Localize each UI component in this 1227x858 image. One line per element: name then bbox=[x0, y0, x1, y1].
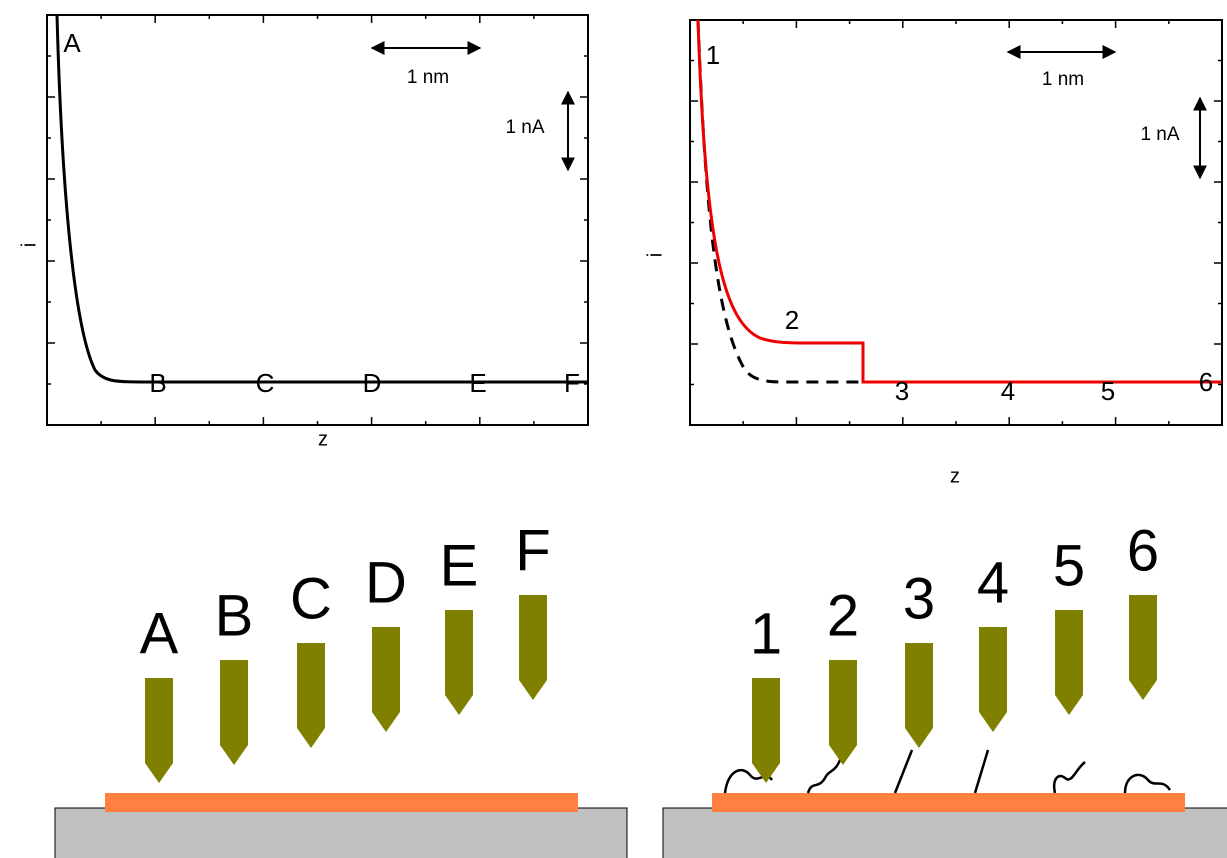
point-label: 6 bbox=[1199, 367, 1213, 397]
plot-frame bbox=[689, 19, 1223, 426]
tip-label: D bbox=[365, 550, 407, 615]
reference-curve bbox=[696, 19, 1222, 384]
y-axis-label: i bbox=[18, 243, 40, 247]
molecule bbox=[1123, 773, 1172, 794]
x-axis-label: z bbox=[318, 428, 328, 450]
stm-tip bbox=[145, 678, 173, 783]
point-label: B bbox=[149, 368, 166, 398]
stm-tip bbox=[1055, 610, 1083, 715]
tip-label: A bbox=[140, 601, 179, 666]
tip-label: C bbox=[290, 566, 332, 631]
tip-label: B bbox=[215, 583, 254, 648]
molecule bbox=[806, 754, 844, 794]
stm-tip bbox=[519, 595, 547, 700]
tip-label: 3 bbox=[903, 566, 935, 631]
tip-label: E bbox=[440, 533, 479, 598]
point-label: C bbox=[256, 368, 275, 398]
stm-tip bbox=[297, 643, 325, 748]
left-plot: 1 nm 1 nA i z bbox=[18, 14, 589, 450]
scale-label: 1 nA bbox=[1140, 124, 1179, 145]
point-label: F bbox=[564, 368, 580, 398]
stm-tip bbox=[752, 678, 780, 783]
tip-label: 4 bbox=[977, 550, 1009, 615]
current-curve bbox=[55, 14, 588, 384]
molecule bbox=[893, 749, 914, 794]
stm-tip bbox=[979, 627, 1007, 732]
point-label: A bbox=[63, 28, 81, 58]
y-axis-label: i bbox=[644, 253, 666, 257]
stm-tip bbox=[445, 610, 473, 715]
scale-label: 1 nm bbox=[407, 67, 449, 88]
tip-label: 1 bbox=[750, 601, 782, 666]
stm-tip bbox=[905, 643, 933, 748]
point-label: D bbox=[363, 368, 382, 398]
point-label: 2 bbox=[785, 305, 799, 335]
molecule bbox=[973, 749, 990, 794]
stm-tip bbox=[372, 627, 400, 732]
surface-layer bbox=[712, 793, 1185, 812]
x-axis-label: z bbox=[950, 465, 960, 487]
scale-label: 1 nm bbox=[1042, 69, 1084, 90]
scale-label: 1 nA bbox=[505, 117, 544, 138]
substrate bbox=[662, 807, 1227, 858]
current-curve bbox=[696, 19, 1222, 384]
right-plot: 1 nm 1 nA i z bbox=[644, 19, 1223, 487]
substrate bbox=[54, 807, 628, 858]
point-label: 3 bbox=[895, 376, 909, 406]
point-label: 1 bbox=[706, 40, 720, 70]
tip-label: 6 bbox=[1127, 518, 1159, 583]
tip-label: 5 bbox=[1053, 533, 1085, 598]
tip-label: F bbox=[515, 518, 550, 583]
molecules bbox=[723, 749, 1172, 794]
surface-layer bbox=[105, 793, 578, 812]
plot-frame bbox=[46, 14, 589, 426]
molecule bbox=[1053, 761, 1086, 794]
stm-tip bbox=[220, 660, 248, 765]
stm-tip bbox=[829, 660, 857, 765]
stm-tip bbox=[1129, 595, 1157, 700]
point-label: 4 bbox=[1001, 376, 1015, 406]
tip-label: 2 bbox=[827, 583, 859, 648]
point-label: E bbox=[469, 368, 486, 398]
point-label: 5 bbox=[1101, 376, 1115, 406]
